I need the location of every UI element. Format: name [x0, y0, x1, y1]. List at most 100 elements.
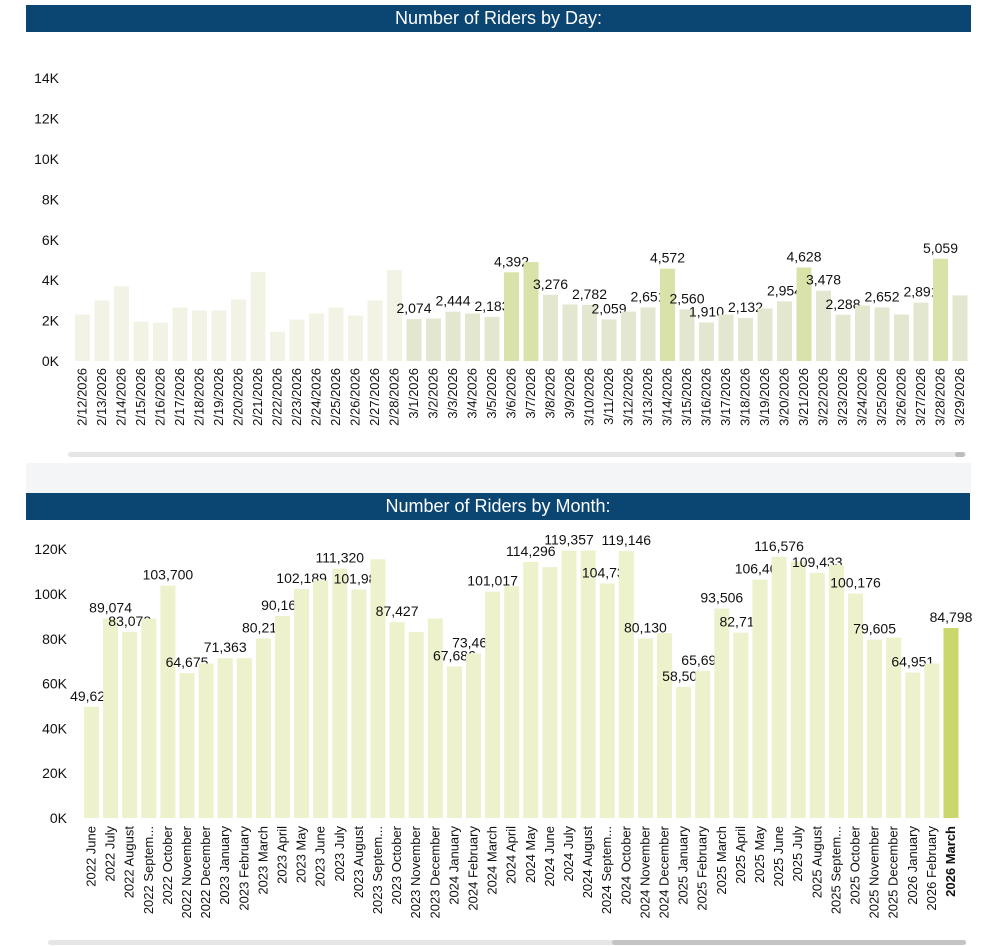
month-bar: [637, 638, 653, 818]
day-bar: [387, 270, 402, 361]
day-bar: [367, 300, 383, 361]
day-bar: [718, 314, 734, 361]
day-bar: [250, 272, 266, 361]
month-data-label: 119,357: [544, 532, 594, 548]
month-x-tick-label: 2024 August: [580, 826, 595, 899]
month-x-tick-label: 2023 June: [313, 826, 328, 887]
day-x-tick-label: 3/10/2026: [582, 368, 597, 426]
panel-separator: [26, 463, 971, 493]
month-bar: [771, 556, 787, 818]
day-x-tick-label: 2/19/2026: [211, 368, 226, 426]
month-bar: [275, 616, 290, 818]
month-bar: [714, 608, 730, 818]
day-chart-scrollbar[interactable]: [68, 452, 966, 457]
day-x-tick-label: 3/23/2026: [835, 368, 850, 426]
day-bar: [445, 311, 461, 361]
month-data-label: 90,165: [261, 597, 304, 613]
day-bar: [523, 262, 539, 361]
month-y-tick-label: 100K: [34, 586, 67, 602]
month-x-tick-label: 2024 November: [637, 825, 652, 918]
day-bar: [270, 331, 285, 361]
month-y-tick-label: 20K: [42, 765, 68, 781]
day-x-tick-label: 2/26/2026: [348, 368, 363, 426]
month-data-label: 82,719: [719, 614, 762, 630]
day-x-tick-label: 2/25/2026: [328, 368, 343, 426]
day-data-label: 2,782: [572, 286, 607, 302]
month-chart-scrollbar-thumb[interactable]: [612, 940, 966, 945]
month-x-tick-label: 2025 November: [867, 825, 882, 918]
month-x-tick-label: 2025 February: [695, 826, 710, 911]
month-x-tick-label: 2025 December: [886, 825, 901, 918]
day-x-tick-label: 3/12/2026: [621, 368, 636, 426]
day-x-tick-label: 3/11/2026: [601, 368, 616, 425]
day-y-tick-label: 10K: [34, 151, 60, 167]
month-data-label: 73,461: [452, 634, 495, 650]
day-x-tick-label: 2/16/2026: [153, 368, 168, 426]
month-data-label: 67,686: [433, 647, 476, 663]
day-y-tick-label: 8K: [42, 191, 60, 207]
day-x-tick-label: 3/28/2026: [933, 368, 948, 426]
day-bar: [426, 318, 441, 361]
day-x-tick-label: 3/4/2026: [465, 368, 480, 419]
day-bar: [172, 307, 188, 361]
day-x-tick-label: 2/23/2026: [289, 368, 304, 426]
day-x-tick-label: 2/13/2026: [94, 368, 109, 426]
month-data-label: 80,215: [242, 619, 285, 635]
day-bar: [348, 315, 363, 361]
month-bar: [943, 628, 959, 818]
day-x-tick-label: 3/26/2026: [894, 368, 909, 426]
day-data-label: 3,276: [533, 276, 568, 292]
month-x-tick-label: 2025 August: [809, 826, 824, 899]
month-bar: [504, 586, 520, 818]
day-data-label: 2,074: [396, 300, 431, 316]
month-bar: [485, 591, 501, 818]
month-x-tick-label: 2023 December: [427, 825, 442, 918]
day-x-tick-label: 2/28/2026: [387, 368, 402, 426]
day-data-label: 2,444: [435, 293, 470, 309]
month-data-label: 58,505: [662, 668, 705, 684]
day-x-tick-label: 2/14/2026: [114, 368, 129, 426]
month-x-tick-label: 2026 January: [905, 826, 920, 905]
day-x-tick-label: 2/17/2026: [172, 368, 187, 426]
day-bar: [601, 319, 617, 361]
day-bar: [738, 317, 753, 361]
day-chart-scrollbar-thumb[interactable]: [955, 452, 965, 457]
month-data-label: 119,146: [602, 532, 652, 548]
month-x-tick-label: 2024 December: [657, 825, 672, 918]
month-data-label: 103,700: [143, 567, 194, 583]
day-x-tick-label: 3/9/2026: [562, 368, 577, 419]
month-x-tick-label: 2023 November: [408, 825, 423, 918]
day-bar: [952, 295, 968, 361]
month-y-tick-label: 60K: [42, 676, 68, 692]
month-bar: [255, 638, 271, 818]
day-x-tick-label: 3/19/2026: [757, 368, 772, 426]
month-bar: [809, 572, 825, 818]
day-data-label: 5,059: [923, 240, 958, 256]
day-bar: [874, 307, 890, 361]
day-data-label: 2,183: [474, 298, 509, 314]
month-x-tick-label: 2024 May: [523, 826, 538, 884]
month-bar: [370, 559, 386, 818]
day-data-label: 4,628: [786, 249, 821, 265]
month-data-label: 64,951: [891, 654, 934, 670]
month-bar: [122, 631, 138, 818]
day-bar: [660, 268, 675, 361]
month-x-tick-label: 2024 July: [561, 826, 576, 882]
day-bar: [621, 311, 636, 361]
month-chart-scrollbar[interactable]: [48, 940, 966, 945]
month-data-label: 93,506: [700, 590, 743, 606]
month-x-tick-label: 2023 July: [332, 826, 347, 882]
day-bar: [582, 304, 597, 361]
day-bar: [640, 307, 656, 361]
month-bar: [236, 658, 252, 818]
month-x-tick-label: 2025 May: [752, 826, 767, 884]
day-bar: [192, 310, 207, 361]
month-bar: [848, 593, 863, 818]
month-bar: [198, 663, 214, 818]
month-chart-title: Number of Riders by Month:: [26, 493, 970, 520]
day-bar: [543, 294, 558, 361]
month-x-tick-label: 2025 Septem...: [828, 826, 843, 914]
day-x-tick-label: 2/27/2026: [367, 368, 382, 426]
month-bar: [351, 589, 367, 818]
